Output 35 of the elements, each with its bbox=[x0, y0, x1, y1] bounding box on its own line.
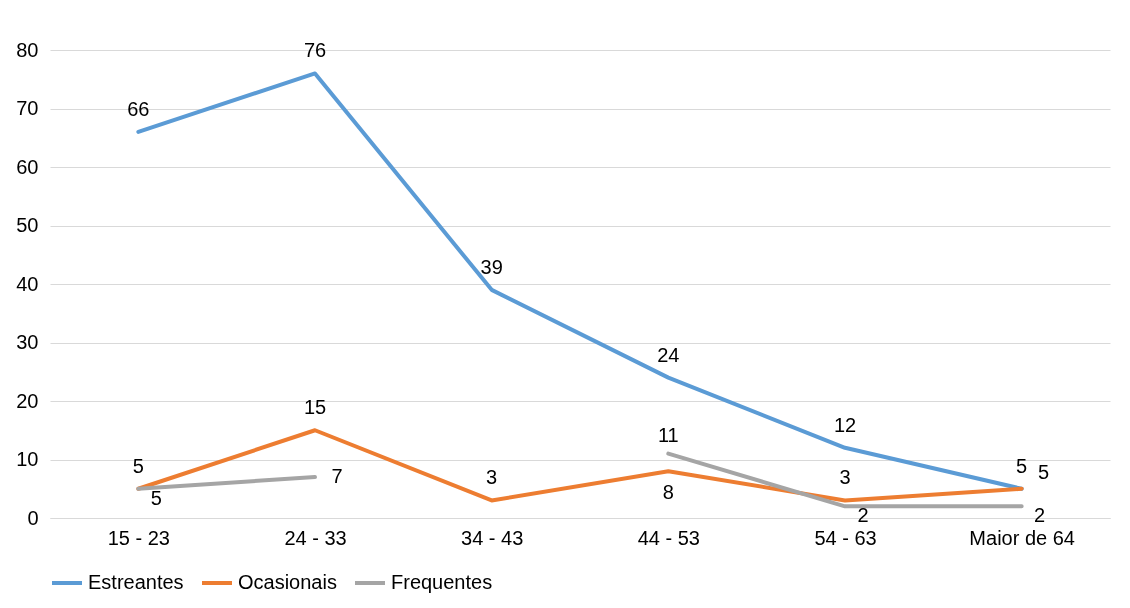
x-tick-label: Maior de 64 bbox=[969, 526, 1075, 549]
data-label: 3 bbox=[839, 466, 851, 489]
data-label: 5 bbox=[132, 454, 144, 477]
legend-label: Ocasionais bbox=[238, 571, 337, 593]
data-label: 66 bbox=[127, 97, 150, 120]
data-label: 2 bbox=[1034, 504, 1046, 527]
x-tick-label: 24 - 33 bbox=[284, 526, 347, 549]
y-tick-label: 80 bbox=[16, 38, 39, 61]
y-tick-label: 20 bbox=[16, 389, 39, 412]
y-tick-label: 50 bbox=[16, 214, 39, 236]
data-label: 39 bbox=[480, 255, 503, 278]
data-label: 76 bbox=[303, 39, 327, 62]
data-label: 3 bbox=[486, 466, 498, 489]
data-label: 12 bbox=[833, 413, 857, 436]
data-label: 11 bbox=[657, 423, 679, 446]
y-tick-label: 40 bbox=[16, 272, 39, 295]
data-label: 5 bbox=[150, 486, 162, 509]
x-tick-label: 34 - 43 bbox=[461, 526, 524, 549]
x-tick-label: 44 - 53 bbox=[637, 526, 700, 549]
legend-label: Frequentes bbox=[391, 571, 493, 593]
data-label: 7 bbox=[331, 465, 343, 488]
y-tick-label: 70 bbox=[16, 97, 39, 119]
data-label: 15 bbox=[303, 396, 327, 419]
legend-label: Estreantes bbox=[88, 571, 184, 593]
data-label: 24 bbox=[657, 343, 680, 366]
y-tick-label: 10 bbox=[16, 448, 39, 470]
y-tick-label: 60 bbox=[16, 155, 39, 178]
x-tick-label: 15 - 23 bbox=[107, 526, 170, 549]
x-tick-label: 54 - 63 bbox=[814, 526, 877, 549]
y-tick-label: 30 bbox=[16, 331, 39, 353]
data-label: 2 bbox=[857, 504, 869, 527]
data-label: 5 bbox=[1038, 460, 1050, 483]
data-label: 5 bbox=[1016, 454, 1028, 477]
data-label: 8 bbox=[662, 481, 674, 504]
y-tick-label: 0 bbox=[27, 506, 39, 529]
